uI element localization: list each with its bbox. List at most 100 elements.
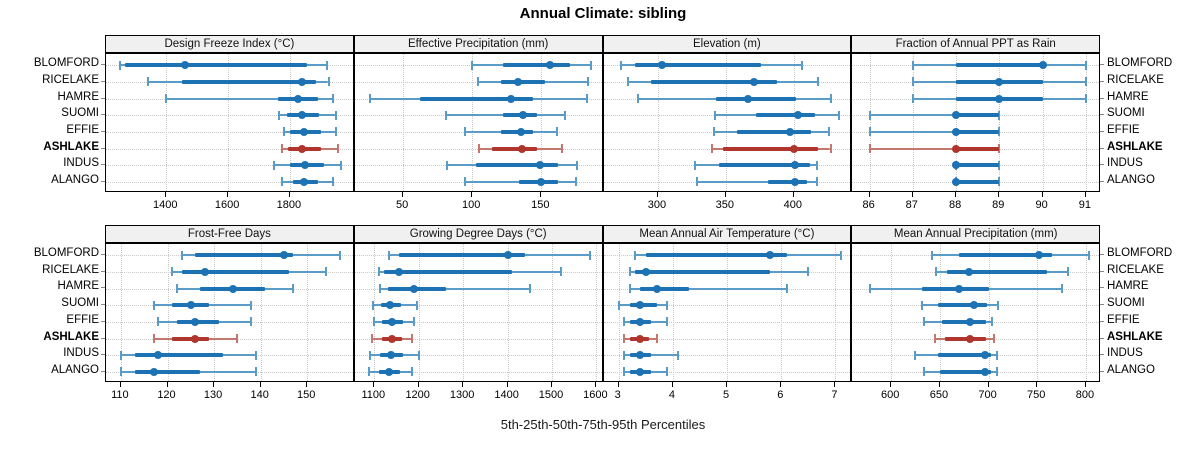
median-dot xyxy=(298,111,307,120)
x-axis-tick-label: 1300 xyxy=(449,389,475,401)
gridline-vertical xyxy=(781,244,783,381)
whisker-cap-high xyxy=(666,300,669,310)
whisker-cap-high xyxy=(339,160,342,170)
station-label-left: EFFIE xyxy=(66,123,99,136)
gridline-horizontal xyxy=(603,371,851,373)
x-axis-tick-label: 1200 xyxy=(405,389,430,401)
whisker-cap-high xyxy=(590,60,593,70)
whisker-cap-high xyxy=(417,350,420,360)
x-axis-tick-label: 7 xyxy=(831,389,838,401)
whisker-cap-high xyxy=(411,334,414,343)
median-dot xyxy=(1035,251,1044,260)
x-axis-tick xyxy=(417,382,419,387)
median-dot xyxy=(785,127,794,136)
station-label-left: INDUS xyxy=(63,347,99,360)
station-label-right: INDUS xyxy=(1107,347,1143,360)
whisker-cap-high xyxy=(815,177,818,187)
median-dot xyxy=(969,301,978,310)
whisker-cap-low xyxy=(175,284,178,293)
x-axis-tick xyxy=(726,382,728,387)
x-axis-tick xyxy=(471,192,473,197)
median-dot xyxy=(966,334,975,343)
y-axis-tick-left xyxy=(101,64,105,66)
gridline-vertical xyxy=(228,54,230,191)
whisker-cap-high xyxy=(807,267,810,277)
y-axis-tick-right xyxy=(1100,97,1104,99)
median-dot xyxy=(388,334,397,343)
gridline-horizontal xyxy=(354,305,602,307)
whisker-cap-high xyxy=(588,250,591,260)
x-axis-tick xyxy=(911,192,913,197)
whisker-cap-low xyxy=(911,94,914,103)
whisker-cap-high xyxy=(561,144,564,153)
whisker-cap-low xyxy=(868,144,871,153)
whisker-cap-low xyxy=(368,94,371,103)
gridline-vertical xyxy=(472,54,474,191)
gridline-horizontal xyxy=(106,115,353,117)
iqr-bar-25-75 xyxy=(181,79,317,84)
gridline-vertical xyxy=(956,54,958,191)
x-axis-tick xyxy=(288,192,290,197)
gridline-horizontal xyxy=(106,181,353,183)
whisker-cap-low xyxy=(623,317,626,327)
whisker-cap-high xyxy=(587,77,590,87)
x-axis-tick-label: 89 xyxy=(992,199,1005,211)
median-dot xyxy=(641,267,650,276)
panel-strip: Fraction of Annual PPT as Rain xyxy=(851,35,1101,53)
median-dot xyxy=(410,284,419,293)
whisker-cap-low xyxy=(367,367,370,377)
iqr-bar-25-75 xyxy=(723,146,819,151)
gridline-horizontal xyxy=(603,321,851,323)
median-dot xyxy=(789,144,798,153)
panel-strip: Frost-Free Days xyxy=(105,225,354,243)
iqr-bar-25-75 xyxy=(946,269,1047,274)
panel-title: Growing Degree Days (°C) xyxy=(409,228,547,240)
y-axis-tick-right xyxy=(1100,304,1104,306)
whisker-cap-low xyxy=(368,350,371,360)
x-axis-tick xyxy=(868,192,870,197)
iqr-bar-25-75 xyxy=(937,353,992,358)
whisker-cap-low xyxy=(931,250,934,260)
whisker-cap-low xyxy=(171,267,174,277)
y-axis-tick-right xyxy=(1100,114,1104,116)
whisker-cap-low xyxy=(119,350,122,360)
whisker-cap-low xyxy=(165,94,168,103)
whisker-cap-low xyxy=(913,350,916,360)
whisker-cap-high xyxy=(1084,60,1087,70)
whisker-cap-high xyxy=(336,144,339,153)
gridline-vertical xyxy=(307,244,309,381)
median-dot xyxy=(750,77,759,86)
iqr-bar-25-75 xyxy=(959,253,1052,258)
station-label-right: HAMRE xyxy=(1107,90,1149,103)
median-dot xyxy=(636,334,645,343)
median-dot xyxy=(636,301,645,310)
iqr-bar-25-75 xyxy=(634,269,771,274)
y-axis-tick-right xyxy=(1100,320,1104,322)
y-axis-tick-right xyxy=(1100,64,1104,66)
gridline-vertical xyxy=(657,54,659,191)
whisker-cap-low xyxy=(152,334,155,343)
median-dot xyxy=(517,144,526,153)
x-axis-tick xyxy=(724,192,726,197)
gridline-horizontal xyxy=(603,355,851,357)
median-dot xyxy=(513,77,522,86)
y-axis-tick-left xyxy=(101,270,105,272)
iqr-bar-25-75 xyxy=(755,113,816,118)
station-label-left: ASHLAKE xyxy=(43,140,99,153)
x-axis-tick xyxy=(671,382,673,387)
y-axis-tick-right xyxy=(1100,80,1104,82)
whisker-cap-high xyxy=(250,317,253,327)
iqr-bar-25-75 xyxy=(716,96,797,101)
median-dot xyxy=(952,177,961,186)
median-dot xyxy=(952,127,961,136)
whisker-cap-high xyxy=(255,350,257,360)
median-dot xyxy=(384,367,393,376)
gridline-vertical xyxy=(120,244,122,381)
x-axis-tick-label: 50 xyxy=(395,199,409,211)
x-axis-tick-label: 88 xyxy=(948,199,962,211)
median-dot xyxy=(228,284,237,293)
x-axis-tick xyxy=(792,192,794,197)
gridline-vertical xyxy=(1085,244,1087,381)
x-axis-tick-label: 1400 xyxy=(494,389,519,401)
median-dot xyxy=(791,161,800,170)
